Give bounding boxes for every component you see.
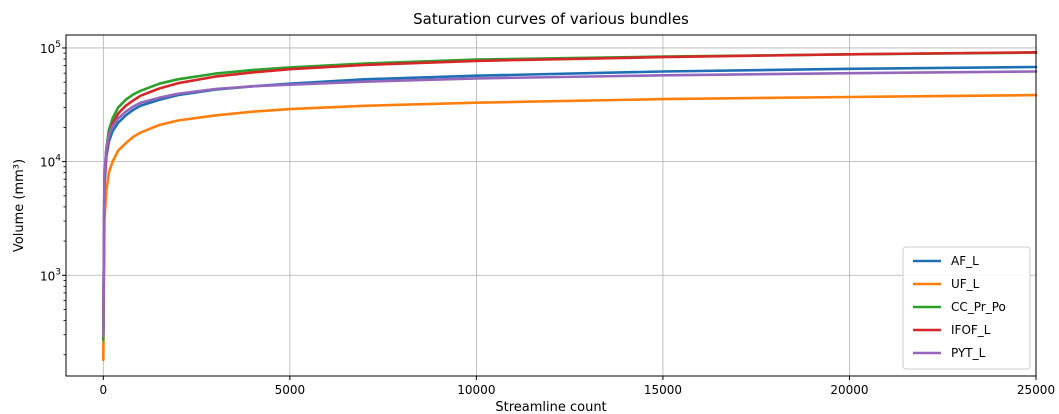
series-line-pyt-l (102, 70, 1038, 338)
series-line-ifof-l (102, 50, 1038, 333)
y-axis-label: Volume (mm³) (12, 159, 27, 252)
x-axis-label: Streamline count (495, 400, 606, 414)
y-axis-ticks: 103 104 105 (40, 40, 66, 356)
series-line-af-l (102, 65, 1038, 337)
x-tick-label: 15000 (644, 383, 682, 397)
legend-label-ifof-l: IFOF_L (951, 323, 991, 337)
x-axis-ticks: 0 5000 10000 15000 20000 25000 (99, 376, 1055, 397)
x-tick-label: 25000 (1017, 383, 1055, 397)
series-line-uf-l (102, 93, 1038, 362)
legend-label-cc-pr-po: CC_Pr_Po (951, 300, 1006, 314)
legend: AF_L UF_L CC_Pr_Po IFOF_L PYT_L (902, 246, 1031, 370)
series-lines (102, 50, 1038, 362)
grid-lines (66, 35, 1037, 376)
y-tick-label: 105 (40, 40, 61, 56)
y-tick-label: 104 (40, 154, 61, 170)
chart-title: Saturation curves of various bundles (413, 10, 689, 28)
x-tick-label: 10000 (457, 383, 495, 397)
legend-box (902, 246, 1031, 370)
legend-label-af-l: AF_L (951, 254, 979, 268)
x-tick-label: 20000 (830, 383, 868, 397)
x-tick-label: 5000 (275, 383, 306, 397)
y-tick-label: 103 (40, 267, 61, 283)
plot-frame (65, 34, 1037, 377)
legend-label-pyt-l: PYT_L (951, 346, 986, 360)
legend-label-uf-l: UF_L (951, 277, 980, 291)
x-tick-label: 0 (99, 383, 107, 397)
